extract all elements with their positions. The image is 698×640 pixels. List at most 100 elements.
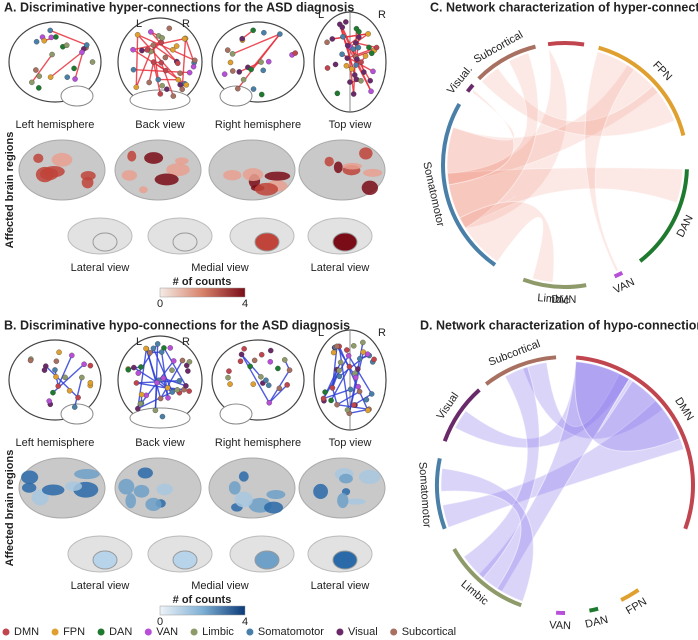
chord-ribbon <box>446 89 515 186</box>
network-label: Visual. <box>445 63 475 96</box>
node <box>230 68 236 74</box>
node <box>358 59 364 65</box>
chord-ribbon <box>584 50 636 273</box>
node <box>66 387 73 394</box>
connection <box>232 33 281 55</box>
chord-ribbon <box>446 47 568 229</box>
node <box>147 349 153 356</box>
node <box>36 73 43 79</box>
connection <box>137 348 148 409</box>
node <box>175 76 182 83</box>
node <box>150 42 157 48</box>
surface-patch <box>333 161 343 174</box>
node <box>284 382 290 388</box>
cortical-surface <box>208 457 296 519</box>
glass-brain <box>211 21 305 107</box>
node <box>351 72 358 78</box>
connection <box>163 347 187 387</box>
connection <box>240 354 270 404</box>
orientation-label: L <box>136 336 142 348</box>
network-label: Somatomotor <box>416 461 433 528</box>
node <box>357 355 363 362</box>
node <box>89 59 96 65</box>
glass-brain <box>313 11 387 113</box>
node <box>282 357 288 363</box>
surface-patch <box>175 157 189 165</box>
node <box>345 352 352 359</box>
node <box>344 347 350 353</box>
node <box>186 359 193 365</box>
orientation-label: L <box>318 9 324 21</box>
network-label: VAN <box>549 619 571 632</box>
node <box>352 374 359 381</box>
node <box>185 368 191 374</box>
surface-patch <box>242 168 264 181</box>
node <box>130 66 137 73</box>
node <box>190 63 197 70</box>
node <box>170 93 177 99</box>
network-arc <box>452 547 522 608</box>
glass-brain <box>8 21 102 107</box>
orientation-label: R <box>378 327 386 339</box>
node <box>158 349 165 355</box>
surface-patch <box>154 173 179 186</box>
node <box>137 400 144 407</box>
node <box>332 61 339 68</box>
surface <box>114 139 202 201</box>
chord-ribbon <box>442 399 685 529</box>
surface-patch <box>238 471 249 482</box>
connection <box>338 346 350 414</box>
network-arc <box>613 270 624 279</box>
subcortical-surface <box>67 217 133 255</box>
node <box>347 386 354 393</box>
connection <box>137 391 173 410</box>
surface-patch <box>137 467 153 479</box>
node <box>75 394 81 401</box>
node <box>48 34 55 41</box>
node <box>340 34 346 40</box>
node <box>292 50 298 56</box>
node <box>355 44 362 51</box>
node <box>365 31 371 37</box>
node <box>155 76 162 83</box>
node <box>138 364 144 370</box>
colorbar-tick-label: 4 <box>242 298 248 310</box>
node <box>154 379 160 386</box>
cerebellum <box>129 407 191 429</box>
node <box>138 391 145 398</box>
node <box>179 86 185 93</box>
node <box>250 27 256 34</box>
node <box>79 49 85 55</box>
glass-brain <box>211 339 305 425</box>
y-axis-label: Affected brain regions <box>4 450 16 567</box>
node <box>53 358 60 364</box>
node <box>343 63 350 69</box>
node <box>266 399 273 406</box>
legend-label: Subcortical <box>402 626 456 638</box>
node <box>158 39 165 46</box>
brain-outline <box>211 339 305 421</box>
legend-marker <box>190 628 198 636</box>
colorbar-label: # of counts <box>173 276 232 288</box>
surface-patch <box>74 469 100 480</box>
node <box>248 66 254 73</box>
node <box>336 367 342 374</box>
colorbar <box>159 605 246 616</box>
node <box>370 68 376 75</box>
network-label: DAN <box>675 213 696 239</box>
surface-patch <box>264 501 284 514</box>
node <box>324 65 331 71</box>
node <box>47 27 53 34</box>
node <box>157 395 164 402</box>
cerebellum <box>219 403 253 425</box>
surface-patch <box>118 478 135 495</box>
connection <box>49 29 87 46</box>
connection <box>152 44 178 63</box>
colorbar-tick-label: 0 <box>157 616 163 628</box>
connection <box>323 388 351 400</box>
node <box>329 385 336 391</box>
node <box>251 357 258 364</box>
surface-patch <box>266 489 286 500</box>
node <box>350 46 357 52</box>
subcortical-surface <box>229 535 295 573</box>
